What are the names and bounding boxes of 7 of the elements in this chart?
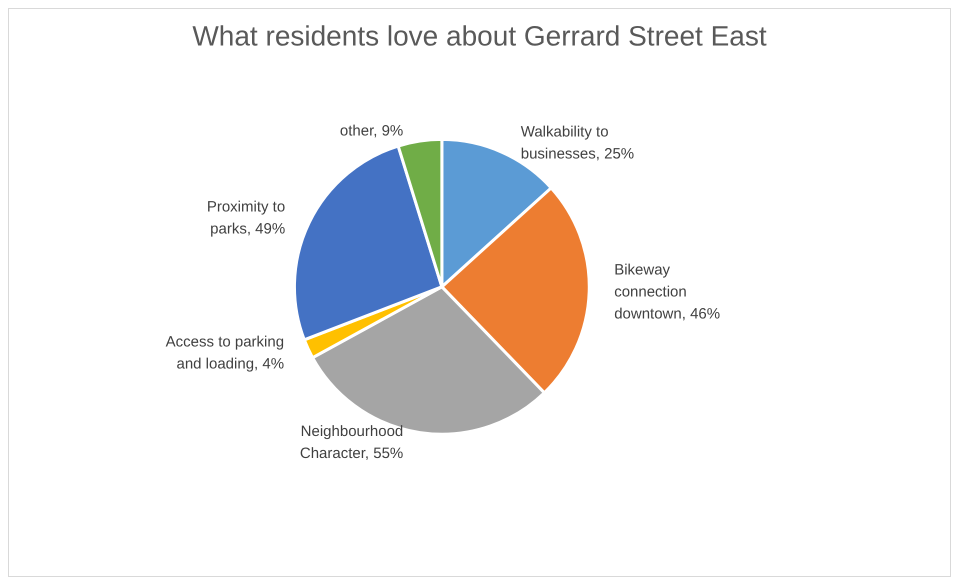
slice-label: Access to parking and loading, 4% — [166, 334, 284, 373]
slice-label: Proximity to parks, 49% — [206, 198, 286, 238]
chart-title: What residents love about Gerrard Street East — [192, 20, 767, 52]
slice-label: Walkability to businesses, 25% — [520, 123, 634, 162]
slice-label: other, 9% — [340, 122, 404, 140]
slice-label: Bikeway connection downtown, 46% — [614, 262, 720, 323]
slice-label: Neighbourhood Character, 55% — [300, 422, 404, 462]
